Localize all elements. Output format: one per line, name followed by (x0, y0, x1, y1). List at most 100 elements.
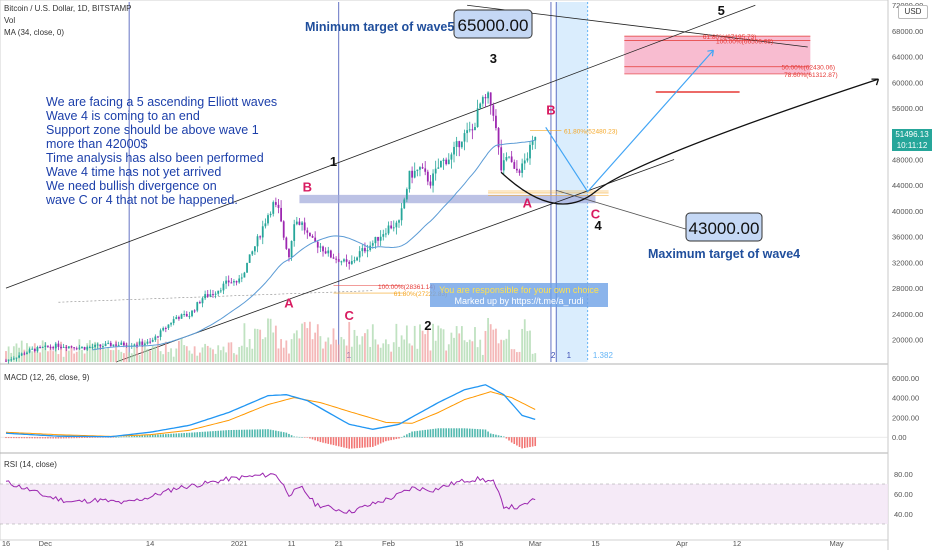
candle-body (185, 313, 188, 317)
candle-body (505, 157, 508, 161)
currency-button[interactable]: USD (898, 5, 928, 19)
macd-histogram-bar (54, 437, 57, 439)
macd-histogram-bar (369, 437, 371, 448)
volume-bar (7, 346, 10, 362)
plot-frame (0, 0, 889, 541)
candle-body (371, 243, 374, 246)
volume-bar (157, 339, 159, 362)
candle-body (408, 170, 411, 190)
macd-histogram-bar (437, 428, 440, 438)
candle-body (230, 282, 233, 284)
volume-bar (453, 337, 455, 362)
macd-histogram-bar (484, 429, 487, 438)
macd-histogram-bar (301, 437, 303, 438)
candle-body (447, 159, 450, 165)
candle-body (309, 232, 311, 237)
macd-histogram-bar (212, 431, 214, 438)
volume-bar (149, 350, 151, 362)
volume-bar (274, 325, 277, 362)
volume-bar (440, 328, 442, 362)
candle-body (259, 236, 262, 238)
wave4-target-box (685, 212, 763, 242)
macd-histogram-bar (65, 437, 68, 439)
volume-bar (33, 343, 36, 362)
candle-body (492, 105, 495, 116)
macd-histogram-bar (282, 432, 285, 438)
volume-bar (432, 323, 434, 362)
volume-bar (455, 326, 458, 362)
fib-label: 100.00%(28361.14) (378, 284, 435, 291)
macd-histogram-bar (411, 431, 413, 438)
macd-histogram-bar (280, 431, 282, 438)
volume-bar (424, 334, 427, 362)
macd-histogram-bar (453, 428, 455, 438)
candle-body (12, 358, 15, 360)
candle-body (366, 250, 369, 252)
candle-body (120, 342, 123, 345)
candle-body (83, 347, 86, 350)
volume-bar (324, 341, 327, 362)
macd-histogram-bar (243, 429, 246, 438)
support-zone (299, 194, 596, 204)
wave4-target-label: Maximum target of wave4 (648, 247, 800, 261)
volume-bar (426, 328, 429, 362)
candle-body (484, 97, 487, 99)
macd-histogram-bar (47, 437, 49, 439)
macd-histogram-bar (508, 437, 510, 441)
candle-body (269, 213, 272, 216)
volume-bar (471, 341, 474, 362)
candle-body (209, 294, 212, 297)
macd-histogram-bar (188, 432, 191, 438)
macd-histogram-bar (364, 437, 366, 448)
volume-bar (495, 328, 497, 362)
volume-bar (65, 345, 68, 362)
wave-label: C (345, 308, 355, 323)
macd-histogram-bar (172, 433, 175, 438)
macd-histogram-bar (361, 437, 364, 448)
rsi-band (0, 484, 888, 524)
candle-body (497, 128, 500, 148)
macd-histogram-bar (382, 437, 385, 443)
target-pointer-line (556, 189, 701, 234)
channel-top-line (5, 4, 756, 289)
wave5-target-value: 65000.00 (458, 16, 529, 35)
macd-histogram-bar (34, 437, 36, 439)
volume-bar (387, 344, 390, 362)
macd-histogram-bar (199, 432, 201, 438)
price-tick-label: 60000.00 (892, 78, 923, 87)
candle-body (264, 223, 267, 227)
candle-body (479, 103, 482, 109)
macd-histogram-bar (193, 432, 196, 438)
price-tick-label: 68000.00 (892, 27, 923, 36)
macd-histogram-bar (332, 437, 335, 446)
macd-histogram-bar (28, 437, 31, 439)
macd-tick-label: 4000.00 (892, 394, 919, 403)
macd-histogram-bar (149, 434, 151, 438)
volume-bar (117, 349, 120, 362)
price-tick-label: 56000.00 (892, 104, 923, 113)
macd-histogram-bar (492, 434, 495, 438)
volume-bar (225, 352, 227, 362)
time-cycle-label: 2 (551, 351, 556, 360)
candle-body (316, 241, 319, 248)
volume-bar (405, 325, 408, 362)
volume-bar (371, 324, 374, 362)
wave5-target-zone (624, 36, 811, 74)
macd-histogram-bar (319, 437, 322, 443)
volume-bar (96, 342, 99, 362)
macd-histogram-bar (335, 437, 337, 446)
wave-label: B (303, 180, 312, 195)
volume-bar (107, 347, 110, 362)
macd-histogram-bar (392, 437, 395, 440)
macd-histogram-bar (487, 431, 489, 438)
volume-bar (20, 340, 23, 362)
candle-body (141, 341, 144, 345)
candle-body (86, 347, 89, 350)
annotation-line: We are facing a 5 ascending Elliott wave… (46, 95, 277, 109)
macd-histogram-bar (387, 437, 390, 441)
volume-bar (374, 339, 377, 362)
macd-histogram-bar (413, 431, 416, 438)
volume-bar (500, 339, 503, 362)
candle-body (521, 163, 524, 173)
